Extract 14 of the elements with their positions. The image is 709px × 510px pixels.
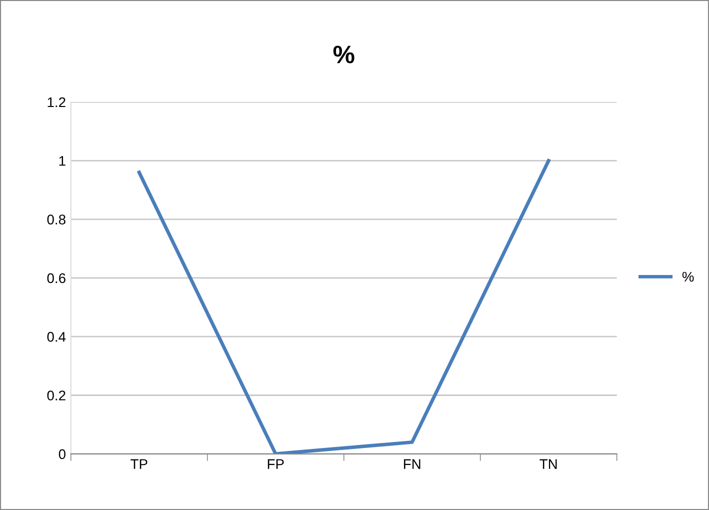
legend-label: % — [682, 272, 694, 282]
y-tick-label: 0.6 — [47, 273, 66, 284]
y-tick-label: 0 — [58, 449, 66, 460]
chart-title: % — [333, 46, 354, 64]
x-tick-label: TP — [130, 459, 148, 469]
y-tick-label: 1 — [59, 156, 66, 166]
y-tick-label: 0.4 — [47, 332, 66, 342]
x-tick-label: TN — [540, 459, 557, 469]
x-tick-label: FP — [268, 459, 284, 469]
x-tick-label: FN — [404, 459, 420, 469]
y-tick-label: 0.8 — [47, 214, 66, 224]
y-tick-label: 1.2 — [48, 97, 66, 108]
y-tick-label: 0.2 — [47, 390, 66, 400]
line-series — [137, 158, 550, 454]
